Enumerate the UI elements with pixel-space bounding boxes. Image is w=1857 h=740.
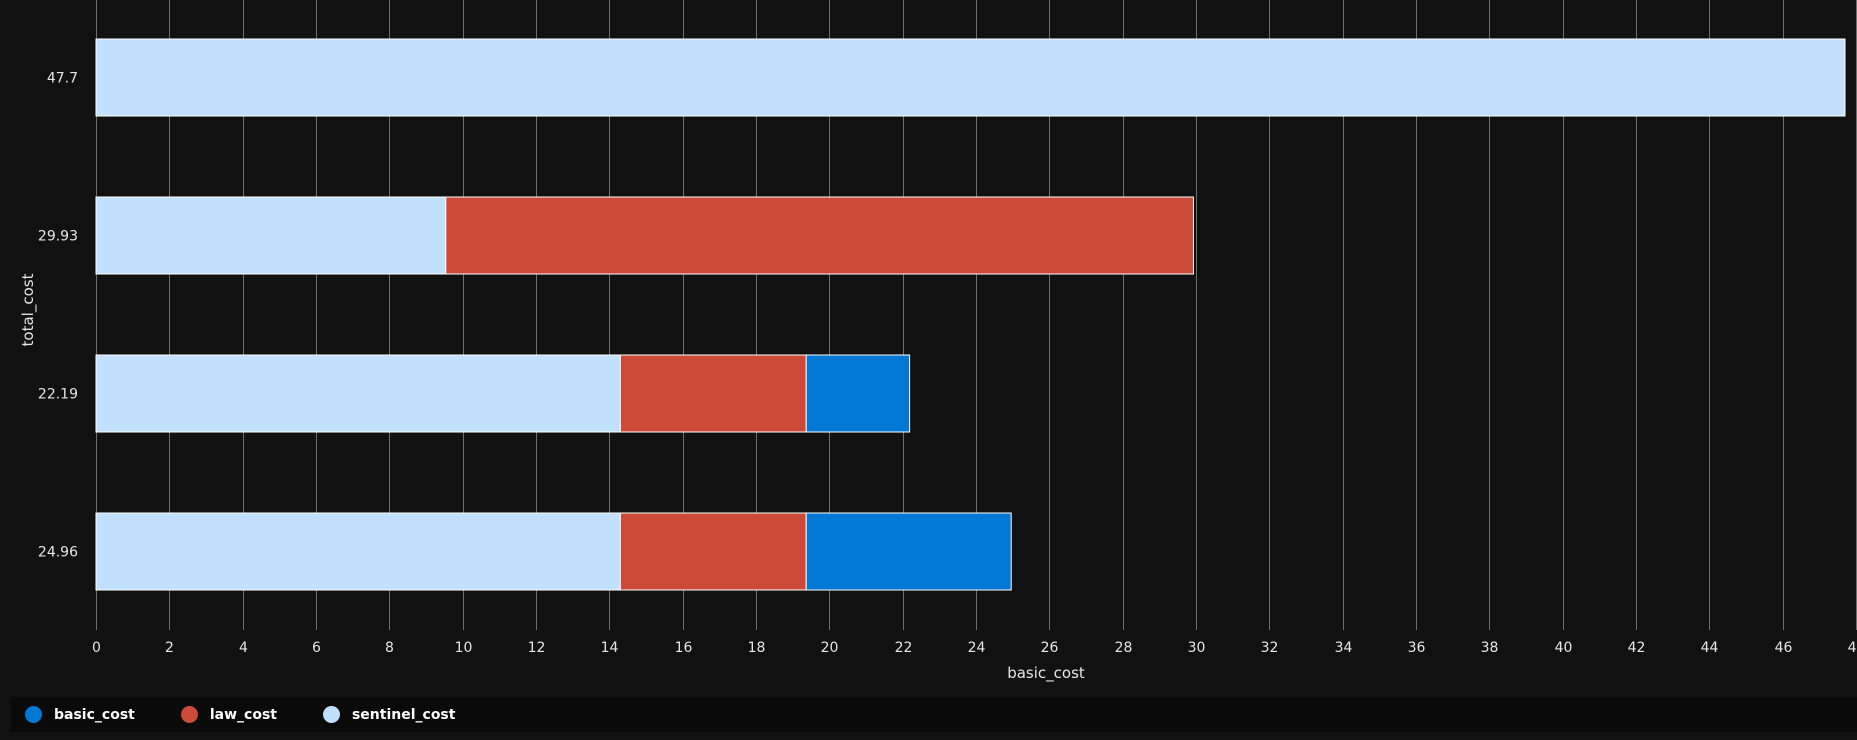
legend-label-sentinel-cost: sentinel_cost: [351, 706, 456, 723]
legend-item-basic-cost[interactable]: basic_cost: [25, 706, 135, 723]
y-tick-label: 47.7: [47, 71, 78, 87]
legend-swatch-law-cost: [180, 706, 198, 723]
x-tick-label: 32: [1261, 640, 1279, 656]
x-tick-label: 36: [1408, 640, 1426, 656]
x-tick-label: 28: [1115, 640, 1133, 656]
x-tick-label: 38: [1481, 640, 1499, 656]
x-tick-label: 24: [968, 640, 986, 656]
x-tick-label: 18: [748, 640, 766, 656]
x-axis-title: basic_cost: [1007, 664, 1085, 683]
legend-swatch-basic-cost: [25, 706, 42, 723]
bar-segment-sentinel-cost: [95, 512, 621, 591]
x-tick-label: 46: [1775, 640, 1793, 656]
stacked-bar-chart: 0 2 4 6 8 10 12 14 16 18 20 22 24 26 28 30 32 34 36 38 40 42 4…: [19, 0, 1857, 683]
bar-segment-sentinel-cost: [95, 354, 621, 433]
y-tick-label: 24.96: [38, 545, 78, 561]
legend-label-law-cost: law_cost: [209, 706, 277, 723]
x-tick-label: 40: [1555, 640, 1573, 656]
legend-swatch-sentinel-cost: [322, 706, 340, 723]
y-tick-label: 29.93: [38, 229, 78, 245]
bar-segment-sentinel-cost: [95, 38, 1846, 117]
x-tick-label: 16: [675, 640, 693, 656]
y-tick-label: 22.19: [38, 387, 78, 403]
bar-segment-basic-cost: [805, 354, 911, 433]
bar-segment-law-cost: [445, 196, 1194, 275]
legend: basic_cost law_cost sentinel_cost: [11, 697, 1857, 732]
x-tick-label: 2: [165, 640, 174, 656]
bar-segment-basic-cost: [805, 512, 1012, 591]
x-tick-label: 34: [1335, 640, 1353, 656]
x-tick-label: 48: [1848, 640, 1857, 656]
legend-item-law-cost[interactable]: law_cost: [180, 706, 277, 723]
legend-item-sentinel-cost[interactable]: sentinel_cost: [322, 706, 456, 723]
x-tick-label: 0: [92, 640, 101, 656]
x-tick-label: 4: [239, 640, 248, 656]
x-tick-label: 44: [1701, 640, 1719, 656]
x-tick-label: 22: [895, 640, 913, 656]
bar-segment-sentinel-cost: [95, 196, 447, 275]
x-tick-label: 6: [312, 640, 321, 656]
x-tick-label: 30: [1188, 640, 1206, 656]
x-tick-label: 12: [528, 640, 546, 656]
x-tick-label: 10: [455, 640, 473, 656]
bar-segment-law-cost: [619, 354, 807, 433]
x-tick-label: 20: [821, 640, 839, 656]
y-axis-title: total_cost: [19, 273, 38, 346]
legend-label-basic-cost: basic_cost: [54, 706, 135, 723]
bar-segment-law-cost: [619, 512, 807, 591]
x-tick-label: 26: [1041, 640, 1059, 656]
x-tick-label: 14: [601, 640, 619, 656]
x-tick-label: 42: [1628, 640, 1646, 656]
x-tick-label: 8: [385, 640, 394, 656]
